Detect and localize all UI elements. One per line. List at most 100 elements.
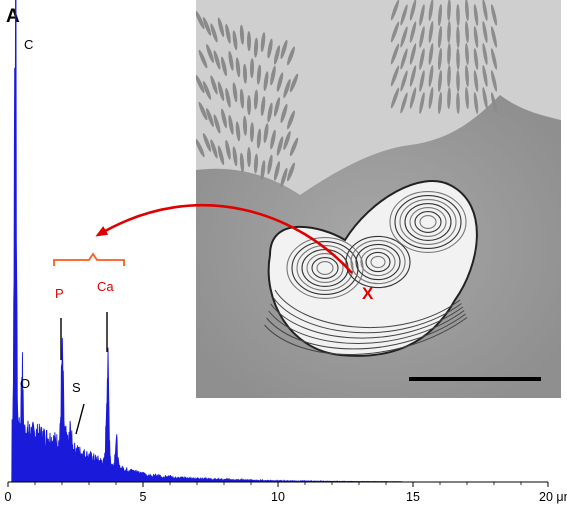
microvillus [390, 87, 400, 109]
concretion-ring [404, 203, 452, 241]
concretion-ring [394, 195, 462, 249]
microvillus [447, 65, 451, 87]
microvillus [239, 24, 245, 45]
microvillus [447, 43, 451, 65]
microvillus [490, 92, 498, 114]
concretion-outline [267, 180, 478, 357]
concretion-ring [389, 191, 467, 253]
microvillus [390, 0, 400, 21]
peak-label-o: O [20, 376, 30, 391]
microvillus [473, 92, 479, 114]
microvillus [196, 138, 205, 158]
microvillus [276, 136, 284, 156]
peak-label-s: S [72, 380, 81, 395]
concretion-layer [264, 317, 468, 355]
annotation-arrow [95, 203, 353, 274]
microvillus [482, 0, 488, 21]
microvillus [428, 87, 434, 109]
x-tick-label-20: 20 μm [539, 490, 567, 504]
peak-label-c: C [24, 37, 33, 52]
peak-label-ca: Ca [97, 279, 114, 294]
peak-label-p: P [55, 286, 64, 301]
microvillus [490, 48, 498, 70]
microvillus [260, 96, 266, 116]
microvillus [221, 56, 227, 77]
microvillus [482, 21, 488, 43]
microvillus [253, 37, 259, 58]
pca-bracket [53, 252, 125, 266]
microvillus [217, 81, 225, 102]
microvillus [465, 65, 469, 87]
microvillus [419, 4, 425, 26]
microvillus [198, 101, 208, 121]
microvillus [437, 70, 443, 92]
concretion-layer [270, 303, 464, 339]
microvillus [428, 65, 434, 87]
microvillus [400, 4, 408, 26]
microvillus [213, 50, 221, 70]
microvillus [273, 97, 281, 117]
microvillus [428, 0, 434, 21]
microvillus [390, 21, 400, 43]
microvillus [242, 63, 248, 84]
microvillus [196, 10, 205, 30]
microvillus [196, 74, 205, 94]
scale-bar [409, 377, 541, 381]
microvillus [490, 4, 498, 26]
microvillus [239, 152, 245, 173]
concretion-ring [345, 235, 411, 289]
microvillus [280, 39, 288, 59]
microvillus [437, 26, 443, 48]
microvillus [210, 23, 218, 43]
microvillus [235, 57, 241, 78]
concretion-ring [365, 251, 391, 273]
concretion-ring [409, 207, 447, 237]
microvillus [228, 114, 234, 135]
leader-line-s [75, 403, 85, 435]
microvillus [242, 115, 248, 136]
microvillus [235, 121, 241, 142]
microvillus [400, 26, 408, 48]
microvillus [287, 110, 295, 130]
spectrum-series-line [8, 0, 404, 483]
microvillus [280, 103, 288, 123]
microvillus [419, 48, 425, 70]
microvillus [390, 43, 400, 65]
concretion-ring [291, 241, 359, 295]
concretion-ring [306, 253, 344, 283]
microvillus [287, 46, 295, 66]
concretion-ring [311, 257, 339, 279]
microvillus [267, 102, 273, 123]
microvillus [419, 70, 425, 92]
microvillus [249, 122, 255, 143]
microvillus [232, 146, 238, 167]
concretion-ring [414, 211, 442, 233]
microvillus [283, 78, 291, 98]
analysis-point-marker: X [362, 284, 374, 303]
microvillus [287, 162, 295, 182]
microvillus [273, 45, 281, 65]
microvillus [490, 70, 498, 92]
microvillus [198, 49, 208, 69]
microvillus [232, 82, 238, 103]
microvillus [210, 139, 218, 159]
x-tick-label-0: 0 [5, 490, 12, 504]
micrograph-inset: X [196, 0, 561, 398]
x-tick-label-5: 5 [140, 490, 147, 504]
microvillus [437, 48, 443, 70]
microvillus [447, 87, 451, 109]
microvillus [256, 128, 262, 149]
microvillus [249, 58, 255, 79]
microvillus [473, 4, 479, 26]
microvillus [253, 89, 259, 110]
microvillus [217, 145, 225, 166]
microvillus [437, 92, 443, 114]
microvillus [267, 38, 273, 59]
concretion-ring [399, 199, 457, 245]
microvillus [260, 32, 266, 52]
microvillus [482, 87, 488, 109]
microvilli-right [390, 0, 498, 114]
microvillus [409, 65, 417, 87]
microvillus [210, 75, 218, 95]
